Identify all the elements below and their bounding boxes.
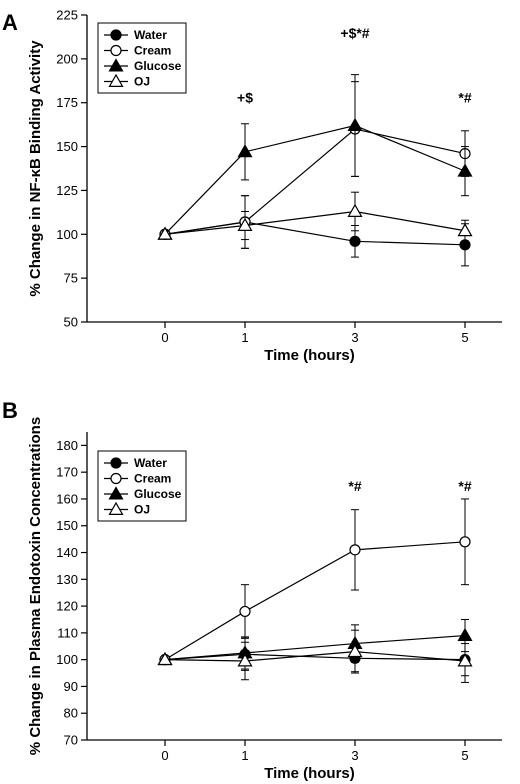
legend-label: Cream <box>134 472 171 486</box>
series-glucose <box>157 74 473 240</box>
data-point <box>457 627 473 642</box>
legend-label: Cream <box>134 44 171 58</box>
y-axis-title: % Change in Plasma Endotoxin Concentrati… <box>27 417 44 755</box>
data-point <box>237 217 253 231</box>
legend-label: OJ <box>134 503 150 517</box>
x-axis-title: Time (hours) <box>264 347 355 364</box>
series-water <box>159 195 471 267</box>
series-cream <box>159 498 471 666</box>
x-tick-label: 1 <box>241 330 248 345</box>
legend-marker <box>108 73 124 87</box>
x-tick-label: 0 <box>161 330 168 345</box>
data-point <box>237 144 253 158</box>
y-tick-label: 160 <box>56 491 78 506</box>
x-axis-title: Time (hours) <box>264 765 355 782</box>
data-point <box>349 544 361 556</box>
legend-label: OJ <box>134 75 150 89</box>
legend-marker <box>110 29 122 41</box>
data-point <box>347 203 363 217</box>
y-tick-label: 80 <box>64 706 78 721</box>
legend-marker <box>110 44 122 57</box>
data-point <box>237 653 253 667</box>
series-line <box>164 221 466 246</box>
series-line <box>164 128 466 235</box>
data-point <box>347 117 363 131</box>
legend-marker <box>108 58 124 72</box>
y-tick-label: 150 <box>56 139 78 154</box>
y-tick-label: 90 <box>64 679 78 694</box>
legend-marker <box>108 486 124 500</box>
x-tick-label: 3 <box>351 330 358 345</box>
data-point <box>349 235 361 247</box>
series-line <box>164 210 466 235</box>
significance-annotation: *# <box>458 90 471 106</box>
panel-label: B <box>2 398 18 423</box>
series-line <box>164 634 466 661</box>
y-tick-label: 120 <box>56 599 78 614</box>
chart-panel-a: A 50 75 100 125 150 175 200 225 0 1 3 5 Time (hours)%… <box>2 8 502 364</box>
y-axis-title: % Change in NF-κB Binding Activity <box>27 40 44 297</box>
panel-label: A <box>2 10 18 35</box>
legend-label: Glucose <box>134 59 182 73</box>
legend-label: Water <box>134 456 167 470</box>
data-point <box>239 605 251 618</box>
series-oj <box>157 191 473 242</box>
data-point <box>157 651 173 666</box>
y-tick-label: 110 <box>57 625 78 640</box>
series-line <box>164 124 466 235</box>
legend-marker <box>110 472 122 485</box>
y-tick-label: 100 <box>56 652 78 667</box>
y-tick-label: 140 <box>56 545 78 560</box>
series-oj <box>157 629 473 683</box>
y-tick-label: 50 <box>64 315 78 330</box>
y-tick-label: 100 <box>56 227 78 242</box>
y-tick-label: 200 <box>56 51 78 66</box>
series-glucose <box>157 618 473 670</box>
data-point <box>457 223 473 237</box>
y-tick-label: 75 <box>64 271 78 286</box>
data-point <box>157 226 173 240</box>
x-tick-label: 5 <box>461 330 468 345</box>
y-tick-label: 130 <box>56 572 78 587</box>
significance-annotation: *# <box>458 478 471 494</box>
significance-annotation: +$*# <box>340 25 369 41</box>
legend-label: Glucose <box>134 487 182 501</box>
x-tick-label: 0 <box>161 748 168 763</box>
x-tick-label: 5 <box>461 748 468 763</box>
legend-label: Water <box>134 28 167 42</box>
y-tick-label: 70 <box>64 733 78 748</box>
x-tick-label: 1 <box>241 748 248 763</box>
series-line <box>164 541 466 661</box>
y-tick-label: 175 <box>56 95 78 110</box>
legend-marker <box>108 501 124 515</box>
data-point <box>457 653 473 667</box>
chart-panel-b: B 70 80 90 100 110 120 130 140 150 160 170 180 0 1 3 5 Ti… <box>2 398 502 782</box>
y-tick-label: 180 <box>56 438 78 453</box>
significance-annotation: *# <box>348 478 361 494</box>
y-tick-label: 170 <box>56 465 78 480</box>
significance-annotation: +$ <box>237 90 253 106</box>
y-tick-label: 125 <box>56 183 78 198</box>
series-line <box>164 651 466 662</box>
y-tick-label: 225 <box>56 8 78 23</box>
data-point <box>457 163 473 177</box>
y-tick-label: 150 <box>56 518 78 533</box>
data-point <box>347 643 363 658</box>
x-tick-label: 3 <box>351 748 358 763</box>
legend-marker <box>110 457 122 469</box>
data-point <box>459 536 471 548</box>
